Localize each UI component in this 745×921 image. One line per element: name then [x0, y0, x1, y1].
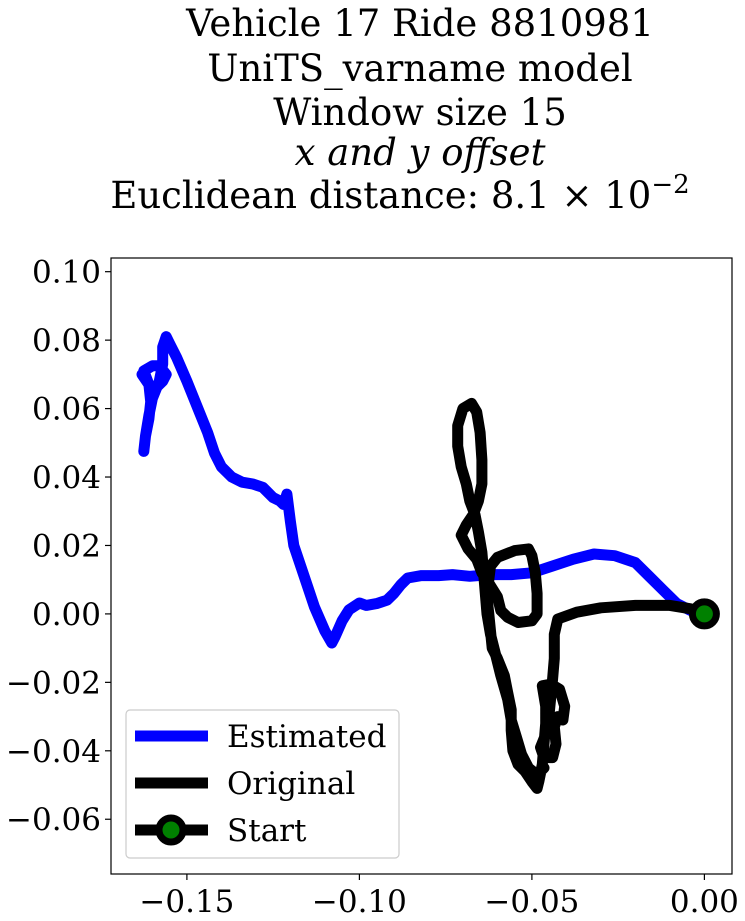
y-tick-label: −0.04 [6, 734, 101, 770]
x-tick-label: 0.00 [670, 884, 739, 920]
chart-title: Vehicle 17 Ride 8810981 UniTS_varname mo… [110, 2, 689, 217]
legend: Estimated Original Start [126, 710, 399, 858]
legend-start-label: Start [227, 813, 307, 849]
title-line-3: Window size 15 [273, 91, 567, 134]
y-tick-label: 0.10 [32, 255, 101, 291]
y-tick-label: 0.00 [32, 597, 101, 633]
y-tick-label: 0.06 [32, 392, 101, 428]
y-tick-label: 0.02 [32, 528, 101, 564]
y-tick-label: −0.02 [6, 665, 101, 701]
title-exponent: −2 [651, 170, 689, 200]
y-tick-label: 0.08 [32, 323, 101, 359]
legend-original-label: Original [227, 766, 355, 802]
legend-estimated-label: Estimated [227, 719, 386, 755]
title-line-4: x and y offset [295, 131, 546, 174]
x-tick-label: −0.05 [484, 884, 579, 920]
title-line-5-base: Euclidean distance: 8.1 × 10 [110, 174, 651, 217]
x-tick-label: −0.10 [312, 884, 407, 920]
y-tick-label: −0.06 [6, 802, 101, 838]
series-estimated-line [142, 337, 704, 643]
legend-start-marker [159, 818, 183, 842]
x-tick-label: −0.15 [139, 884, 234, 920]
title-line-2: UniTS_varname model [207, 47, 632, 91]
y-tick-label: 0.04 [32, 460, 101, 496]
title-line-1: Vehicle 17 Ride 8810981 [185, 2, 654, 45]
start-point-marker [692, 602, 716, 626]
title-line-5: Euclidean distance: 8.1 × 10−2 [110, 170, 689, 217]
